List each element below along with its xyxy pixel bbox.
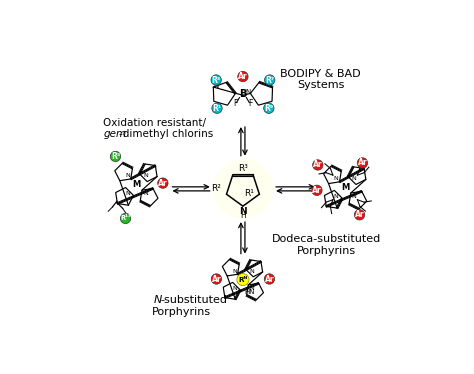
- Text: -substituted: -substituted: [160, 295, 227, 305]
- Text: Oxidation resistant/: Oxidation resistant/: [103, 118, 206, 128]
- Text: N: N: [352, 176, 356, 181]
- Text: Ar: Ar: [357, 159, 367, 168]
- Text: R¹: R¹: [244, 189, 254, 198]
- Text: M: M: [341, 183, 349, 192]
- Text: F: F: [233, 99, 237, 108]
- Circle shape: [158, 178, 168, 188]
- Circle shape: [312, 185, 322, 196]
- Circle shape: [212, 103, 222, 113]
- Circle shape: [211, 274, 222, 284]
- Text: R³: R³: [238, 165, 248, 174]
- Text: BODIPY & BAD
Systems: BODIPY & BAD Systems: [280, 69, 361, 90]
- Text: N: N: [239, 207, 247, 216]
- Text: N: N: [143, 191, 148, 196]
- Text: H: H: [240, 211, 246, 220]
- Text: N: N: [249, 269, 254, 273]
- Circle shape: [357, 158, 368, 168]
- Text: Ar: Ar: [264, 275, 274, 283]
- Text: Ar: Ar: [312, 186, 322, 195]
- Text: R¹³: R¹³: [120, 215, 131, 221]
- Text: N: N: [232, 269, 237, 273]
- Circle shape: [237, 273, 249, 286]
- Text: Rᴺ: Rᴺ: [238, 277, 247, 283]
- Text: N: N: [125, 173, 130, 178]
- Circle shape: [264, 103, 274, 113]
- Text: N: N: [352, 194, 356, 199]
- Text: R²: R²: [211, 184, 221, 193]
- Text: N: N: [334, 176, 338, 181]
- Text: R⁹: R⁹: [264, 104, 273, 113]
- Text: R³: R³: [111, 152, 120, 161]
- Text: Ar: Ar: [158, 179, 168, 188]
- Text: N: N: [232, 286, 237, 291]
- Text: Porphyrins: Porphyrins: [152, 307, 211, 317]
- Text: gem: gem: [103, 129, 127, 139]
- Text: N: N: [154, 295, 162, 305]
- Text: N: N: [334, 194, 338, 199]
- Text: HN: HN: [245, 289, 255, 295]
- Circle shape: [238, 71, 248, 82]
- Text: R¹: R¹: [212, 104, 222, 113]
- Text: N: N: [125, 191, 130, 196]
- Text: N: N: [245, 89, 250, 95]
- Text: N: N: [249, 286, 254, 291]
- Text: Ar: Ar: [238, 72, 248, 81]
- Circle shape: [264, 274, 274, 284]
- Text: R³: R³: [211, 76, 221, 85]
- Text: Ar: Ar: [211, 275, 221, 283]
- Text: N: N: [214, 83, 219, 89]
- Circle shape: [110, 151, 121, 162]
- Circle shape: [355, 209, 365, 220]
- Text: Dodeca-substituted
Porphyrins: Dodeca-substituted Porphyrins: [272, 234, 381, 256]
- Circle shape: [264, 75, 275, 85]
- Text: R⁷: R⁷: [265, 76, 274, 85]
- Circle shape: [120, 213, 131, 224]
- Text: Ar: Ar: [355, 210, 365, 219]
- Text: M: M: [132, 180, 140, 189]
- Text: -dimethyl chlorins: -dimethyl chlorins: [119, 129, 213, 139]
- Text: B: B: [239, 89, 246, 98]
- Text: Ar: Ar: [313, 160, 323, 169]
- Circle shape: [313, 160, 323, 170]
- Text: N: N: [143, 173, 148, 178]
- Circle shape: [213, 159, 273, 219]
- Text: F: F: [248, 99, 253, 108]
- Circle shape: [211, 75, 221, 85]
